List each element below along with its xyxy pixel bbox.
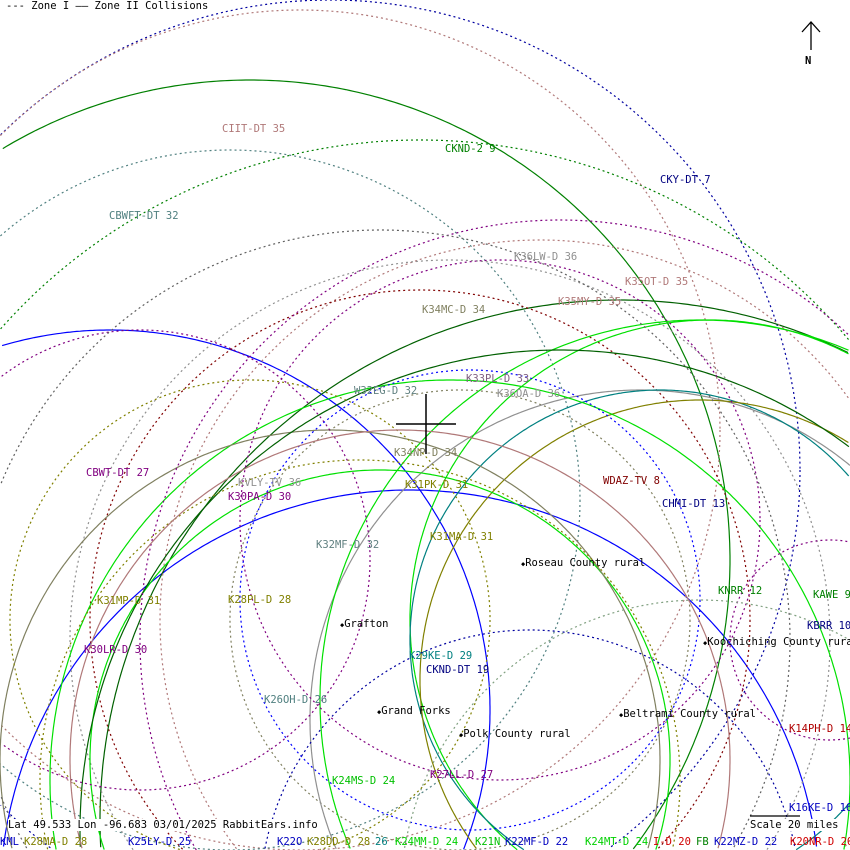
station-label[interactable]: W32EG-D 32 [354, 385, 418, 397]
diamond-marker-icon: ◆ [521, 560, 526, 568]
station-label[interactable]: K28DD-D 28 [307, 836, 371, 848]
north-arrow-head-icon [801, 21, 821, 33]
coverage-contour [159, 239, 850, 850]
place-marker[interactable]: ◆Grafton [340, 618, 388, 631]
station-label[interactable]: K24MM-D 24 [395, 836, 459, 848]
station-label[interactable]: K21N [475, 836, 501, 848]
diamond-marker-icon: ◆ [703, 639, 708, 647]
station-label[interactable]: I-D 20 [653, 836, 691, 848]
station-label[interactable]: K36LW-D 36 [514, 251, 578, 263]
coverage-contour [69, 429, 731, 849]
coverage-contour [419, 399, 849, 849]
coverage-contour [2, 489, 818, 847]
station-label[interactable]: CBWFT-DT 32 [109, 210, 179, 222]
station-label[interactable]: K22O [277, 836, 303, 848]
north-label: N [805, 55, 812, 67]
station-label[interactable]: K24MS-D 24 [332, 775, 396, 787]
station-label[interactable]: K22MZ-D 22 [714, 836, 778, 848]
place-marker[interactable]: ◆Koochiching County rural [703, 636, 850, 649]
station-label[interactable]: KNRR 12 [718, 585, 763, 597]
place-label: Grand Forks [381, 705, 451, 717]
place-marker[interactable]: ◆Roseau County rural [521, 557, 645, 570]
station-label[interactable]: WDAZ-TV 8 [603, 475, 660, 487]
coverage-contour [264, 629, 796, 849]
location-info: Lat 49.533 Lon -96.683 03/01/2025 Rabbit… [8, 819, 318, 831]
place-label: Polk County rural [463, 728, 571, 740]
station-label[interactable]: K14PH-D 14 [789, 723, 850, 735]
coverage-contour [239, 369, 701, 831]
station-label[interactable]: K31MA-D 31 [430, 531, 494, 543]
station-label[interactable]: CBWT-DT 27 [86, 467, 150, 479]
coverage-contour [229, 389, 691, 850]
coverage-contour [79, 349, 850, 847]
station-label[interactable]: K32MF-D 32 [316, 539, 380, 551]
station-label[interactable]: K24MT-D 24 [585, 836, 649, 848]
diamond-marker-icon: ◆ [340, 621, 345, 629]
station-label[interactable]: K26OH-D 26 [264, 694, 328, 706]
diamond-marker-icon: ◆ [459, 731, 464, 739]
map-legend: --- Zone I —— Zone II Collisions [6, 0, 208, 12]
station-label[interactable]: K34MC-D 34 [422, 304, 486, 316]
place-label: Koochiching County rural [707, 636, 850, 648]
station-label[interactable]: CHMI-DT 13 [662, 498, 726, 510]
place-label: Beltrami County rural [623, 708, 756, 720]
place-label: Grafton [344, 618, 389, 630]
station-label[interactable]: K22MF-D 22 [505, 836, 569, 848]
coverage-contour [0, 139, 850, 341]
place-marker[interactable]: ◆Beltrami County rural [619, 708, 756, 721]
coverage-contour [404, 599, 850, 848]
coverage-contour [239, 259, 761, 781]
station-label[interactable]: KBRR 10 [807, 620, 850, 632]
station-label[interactable]: K27LL-D 27 [430, 769, 494, 781]
station-label[interactable]: K35OT-D 35 [625, 276, 689, 288]
scale-label: Scale 20 miles [750, 819, 839, 831]
place-marker[interactable]: ◆Grand Forks [377, 705, 451, 718]
legend-zone1: --- Zone I [6, 0, 70, 12]
station-label[interactable]: K31MP-D 31 [97, 595, 161, 607]
coverage-contour [0, 429, 661, 849]
station-label[interactable]: 26 [375, 836, 388, 848]
station-label[interactable]: KAWE 9 [813, 589, 850, 601]
station-label[interactable]: K16KE-D 16 [789, 802, 850, 814]
station-label[interactable]: K31PK-D 31 [405, 479, 469, 491]
coverage-contour [69, 259, 831, 850]
station-label[interactable]: K29KE-D 29 [409, 650, 473, 662]
coverage-contour [309, 389, 850, 850]
diamond-marker-icon: ◆ [619, 711, 624, 719]
coverage-contour [9, 379, 491, 850]
station-label[interactable]: K30PA-D 30 [228, 491, 292, 503]
coverage-contour [89, 469, 671, 850]
station-label[interactable]: K28MA-D 28 [24, 836, 88, 848]
coverage-contour [1, 329, 491, 850]
diamond-marker-icon: ◆ [377, 708, 382, 716]
coverage-contour [409, 319, 849, 850]
coverage-contour [39, 459, 681, 850]
coverage-contour [89, 289, 751, 850]
station-label[interactable]: FB [696, 836, 709, 848]
station-label[interactable]: K28PL-D 28 [228, 594, 292, 606]
station-label[interactable]: K35MY-D 35 [558, 296, 622, 308]
station-label[interactable]: CIIT-DT 35 [222, 123, 286, 135]
station-label[interactable]: K33PL-D 33 [466, 373, 530, 385]
station-label[interactable]: KML [0, 836, 19, 848]
station-label[interactable]: K36OA-D 36 [497, 388, 561, 400]
station-label[interactable]: K25LY-D 25 [128, 836, 192, 848]
station-label[interactable]: CKND-DT 19 [426, 664, 490, 676]
station-label[interactable]: CKND-2 9 [445, 143, 496, 155]
coverage-contour [99, 299, 849, 848]
coverage-contour [729, 539, 850, 741]
station-label[interactable]: KVLY-TV 36 [238, 477, 302, 489]
place-marker[interactable]: ◆Polk County rural [459, 728, 571, 741]
place-label: Roseau County rural [525, 557, 646, 569]
station-label[interactable]: K30LR-D 30 [84, 644, 148, 656]
station-label[interactable]: K20NR-D 20 [790, 836, 850, 848]
station-label[interactable]: CKY-DT 7 [660, 174, 711, 186]
station-label[interactable]: K34NP-D 34 [394, 447, 458, 459]
coverage-contour [2, 79, 731, 850]
legend-zone2: —— Zone II Collisions [75, 0, 209, 12]
coverage-contour [0, 0, 801, 849]
